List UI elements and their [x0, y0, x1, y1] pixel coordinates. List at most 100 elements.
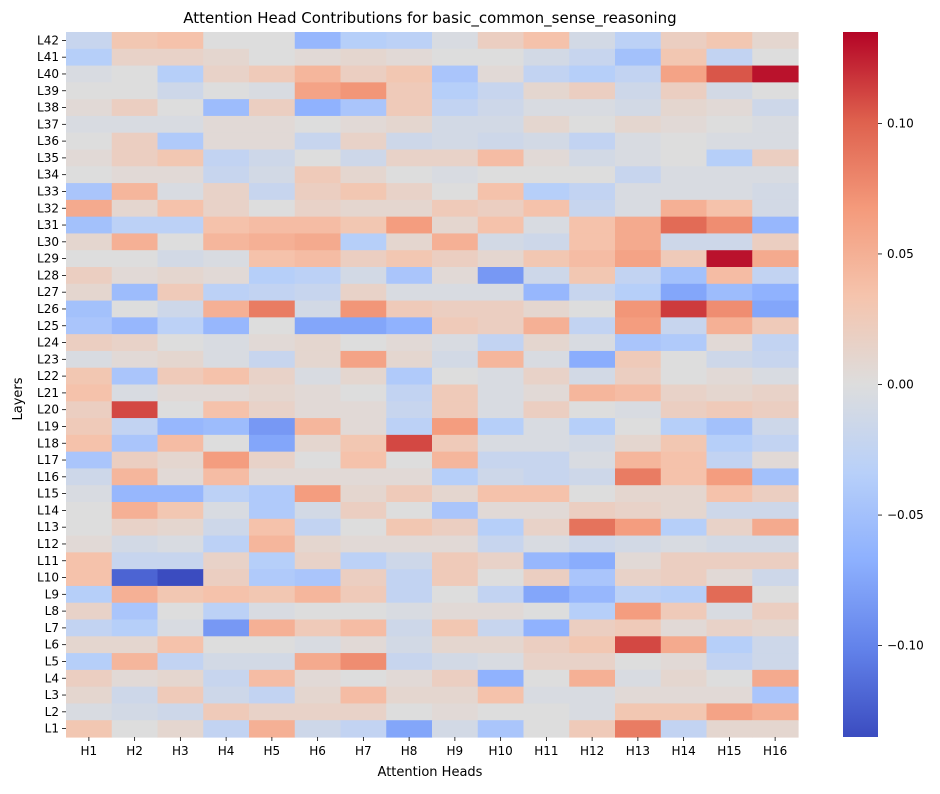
heatmap-cell-L16-H3	[157, 468, 204, 486]
heatmap-cell-L8-H6	[294, 602, 342, 621]
x-axis: H1 H2 H3 H4 H5 H6 H7 H8 H9 H10 H11 H12 H13 H14 H15 H16	[81, 737, 787, 758]
y-tick-label: L39	[37, 84, 59, 98]
heatmap-cell-L21-H5	[249, 384, 296, 402]
heatmap-cell-L23-H3	[157, 350, 204, 369]
heatmap-cell-L10-H9	[432, 569, 479, 587]
heatmap-cell-L3-H4	[203, 686, 250, 705]
heatmap-cell-L15-H15	[706, 485, 753, 503]
heatmap-cell-L11-H7	[340, 552, 387, 570]
heatmap-cell-L14-H16	[752, 502, 799, 520]
heatmap-cell-L35-H6	[294, 149, 342, 167]
heatmap-cell-L30-H10	[477, 233, 525, 251]
heatmap-cell-L3-H2	[111, 686, 159, 705]
heatmap-cell-L18-H10	[477, 434, 525, 453]
heatmap-cell-L37-H16	[752, 115, 799, 134]
heatmap-cell-L11-H13	[615, 552, 662, 570]
heatmap-cell-L2-H16	[752, 703, 799, 721]
heatmap-cell-L22-H12	[569, 367, 616, 386]
heatmap-cell-L22-H13	[615, 367, 662, 386]
heatmap-cell-L35-H11	[523, 149, 570, 167]
heatmap-cell-L8-H16	[752, 602, 799, 621]
heatmap-cell-L34-H12	[569, 166, 616, 184]
heatmap-cell-L17-H14	[660, 451, 708, 470]
heatmap-cell-L20-H4	[203, 401, 250, 419]
heatmap-cell-L4-H2	[111, 669, 159, 688]
heatmap-cell-L14-H5	[249, 502, 296, 520]
heatmap-cell-L40-H8	[386, 65, 433, 83]
heatmap-cell-L34-H6	[294, 166, 342, 184]
heatmap-cell-L1-H1	[66, 720, 113, 738]
heatmap-cell-L20-H16	[752, 401, 799, 419]
heatmap-cell-L23-H9	[432, 350, 479, 369]
heatmap-cell-L27-H16	[752, 283, 799, 302]
heatmap-cell-L24-H12	[569, 334, 616, 352]
heatmap-cell-L6-H5	[249, 636, 296, 654]
heatmap-cell-L30-H1	[66, 233, 113, 251]
heatmap-cell-L28-H11	[523, 267, 570, 285]
heatmap-cell-L32-H7	[340, 199, 387, 218]
heatmap-cell-L37-H7	[340, 115, 387, 134]
heatmap-cell-L23-H16	[752, 350, 799, 369]
heatmap-cell-L28-H14	[660, 267, 708, 285]
y-tick-label: L21	[37, 386, 59, 400]
heatmap-cell-L1-H14	[660, 720, 708, 738]
heatmap-cell-L14-H2	[111, 502, 159, 520]
heatmap-cell-L37-H8	[386, 115, 433, 134]
heatmap-cell-L25-H11	[523, 317, 570, 335]
heatmap-cell-L19-H5	[249, 418, 296, 436]
heatmap-cell-L6-H6	[294, 636, 342, 654]
heatmap-cell-L24-H6	[294, 334, 342, 352]
heatmap-cell-L33-H10	[477, 183, 525, 201]
heatmap-cell-L40-H1	[66, 65, 113, 83]
heatmap-cell-L36-H1	[66, 132, 113, 151]
heatmap-cell-L18-H16	[752, 434, 799, 453]
heatmap-cell-L30-H3	[157, 233, 204, 251]
heatmap-cell-L27-H5	[249, 283, 296, 302]
heatmap-cell-L19-H16	[752, 418, 799, 436]
heatmap-cell-L11-H10	[477, 552, 525, 570]
heatmap-cell-L26-H14	[660, 300, 708, 318]
heatmap-cell-L20-H12	[569, 401, 616, 419]
heatmap-cell-L38-H4	[203, 99, 250, 117]
heatmap-cell-L5-H3	[157, 653, 204, 671]
heatmap-cell-L5-H6	[294, 653, 342, 671]
heatmap-cell-L23-H13	[615, 350, 662, 369]
heatmap-cell-L14-H4	[203, 502, 250, 520]
heatmap-cell-L35-H4	[203, 149, 250, 167]
heatmap-cell-L24-H8	[386, 334, 433, 352]
heatmap-cell-L25-H10	[477, 317, 525, 335]
heatmap-cell-L20-H7	[340, 401, 387, 419]
heatmap-cell-L26-H6	[294, 300, 342, 318]
heatmap-cell-L39-H15	[706, 82, 753, 100]
heatmap-cell-L28-H4	[203, 267, 250, 285]
heatmap-cell-L9-H13	[615, 585, 662, 604]
heatmap-cell-L26-H7	[340, 300, 387, 318]
heatmap-cell-L33-H3	[157, 183, 204, 201]
y-tick-label: L29	[37, 252, 59, 266]
heatmap-cell-L19-H1	[66, 418, 113, 436]
heatmap-cell-L22-H8	[386, 367, 433, 386]
heatmap-cell-L8-H8	[386, 602, 433, 621]
heatmap-cell-L25-H5	[249, 317, 296, 335]
heatmap-cell-L5-H14	[660, 653, 708, 671]
heatmap-cell-L36-H10	[477, 132, 525, 151]
heatmap-cell-L42-H3	[157, 32, 204, 50]
heatmap-cell-L42-H13	[615, 32, 662, 50]
heatmap-cell-L19-H9	[432, 418, 479, 436]
y-tick-label: L6	[45, 638, 59, 652]
heatmap-cell-L28-H5	[249, 267, 296, 285]
heatmap-cell-L15-H13	[615, 485, 662, 503]
heatmap-cell-L1-H12	[569, 720, 616, 738]
heatmap-cell-L19-H15	[706, 418, 753, 436]
heatmap-cell-L35-H12	[569, 149, 616, 167]
heatmap-cell-L17-H1	[66, 451, 113, 470]
heatmap-cell-L22-H14	[660, 367, 708, 386]
heatmap-cell-L2-H1	[66, 703, 113, 721]
heatmap-cell-L33-H8	[386, 183, 433, 201]
heatmap-cell-L12-H9	[432, 535, 479, 553]
heatmap-cell-L13-H14	[660, 518, 708, 537]
heatmap-cell-L9-H5	[249, 585, 296, 604]
heatmap-cell-L28-H7	[340, 267, 387, 285]
heatmap-cell-L26-H9	[432, 300, 479, 318]
heatmap-cell-L20-H13	[615, 401, 662, 419]
